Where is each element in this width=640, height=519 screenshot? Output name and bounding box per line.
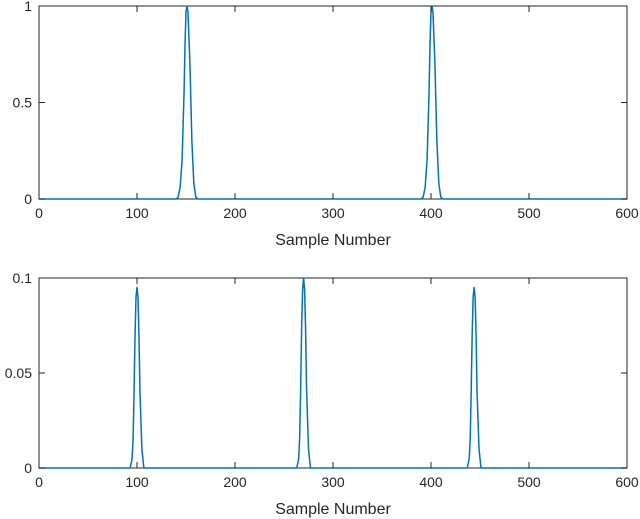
x-tick-label: 600	[615, 205, 639, 221]
x-axis-label: Sample Number	[275, 501, 391, 518]
x-tick-label: 0	[35, 205, 43, 221]
axes-frame	[38, 277, 628, 469]
x-tick-label: 200	[223, 474, 247, 490]
y-tick-label: 1	[24, 0, 32, 14]
top-subplot: 0 100 200 300 400 500 600 0 0.5 1 Sample Number	[13, 0, 639, 249]
x-tick-label: 500	[517, 474, 541, 490]
x-tick-label: 400	[419, 474, 443, 490]
series-line-0	[39, 5, 627, 200]
bottom-subplot: 0 100 200 300 400 500 600 0 0.05 0.1 Sample Number	[5, 270, 639, 518]
y-tick-label: 0	[24, 191, 32, 207]
y-tick-label: 0.05	[5, 365, 32, 381]
x-tick-label: 200	[223, 205, 247, 221]
x-tick-label: 100	[125, 474, 149, 490]
x-tick-label: 100	[125, 205, 149, 221]
axes-frame	[38, 5, 628, 200]
series-line-0	[39, 277, 627, 469]
y-tick-label: 0	[24, 460, 32, 476]
x-tick-label: 600	[615, 474, 639, 490]
x-tick-label: 500	[517, 205, 541, 221]
y-tick-label: 0.1	[13, 270, 33, 286]
x-tick-label: 300	[321, 205, 345, 221]
x-tick-label: 0	[35, 474, 43, 490]
x-axis-label: Sample Number	[275, 232, 391, 249]
x-tick-label: 300	[321, 474, 345, 490]
x-tick-label: 400	[419, 205, 443, 221]
y-tick-label: 0.5	[13, 95, 33, 111]
